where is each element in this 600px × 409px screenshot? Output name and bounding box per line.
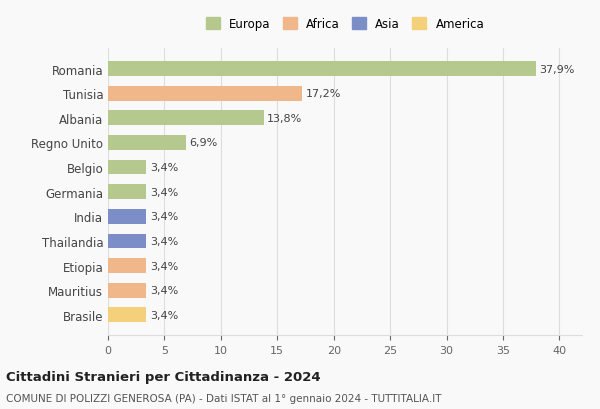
Text: 3,4%: 3,4% — [150, 261, 178, 271]
Text: 3,4%: 3,4% — [150, 187, 178, 197]
Bar — [108, 258, 146, 273]
Bar — [108, 87, 302, 101]
Bar — [108, 185, 146, 200]
Text: 3,4%: 3,4% — [150, 163, 178, 173]
Bar — [108, 62, 536, 77]
Text: COMUNE DI POLIZZI GENEROSA (PA) - Dati ISTAT al 1° gennaio 2024 - TUTTITALIA.IT: COMUNE DI POLIZZI GENEROSA (PA) - Dati I… — [6, 393, 442, 403]
Bar — [108, 160, 146, 175]
Legend: Europa, Africa, Asia, America: Europa, Africa, Asia, America — [206, 18, 484, 31]
Bar — [108, 111, 264, 126]
Text: 37,9%: 37,9% — [539, 65, 574, 74]
Text: 17,2%: 17,2% — [305, 89, 341, 99]
Bar — [108, 308, 146, 322]
Bar — [108, 283, 146, 298]
Text: 3,4%: 3,4% — [150, 212, 178, 222]
Bar — [108, 136, 186, 151]
Text: 3,4%: 3,4% — [150, 236, 178, 246]
Text: 3,4%: 3,4% — [150, 285, 178, 295]
Text: 13,8%: 13,8% — [267, 114, 302, 124]
Bar — [108, 234, 146, 249]
Bar — [108, 209, 146, 224]
Text: 6,9%: 6,9% — [189, 138, 218, 148]
Text: Cittadini Stranieri per Cittadinanza - 2024: Cittadini Stranieri per Cittadinanza - 2… — [6, 371, 320, 383]
Text: 3,4%: 3,4% — [150, 310, 178, 320]
